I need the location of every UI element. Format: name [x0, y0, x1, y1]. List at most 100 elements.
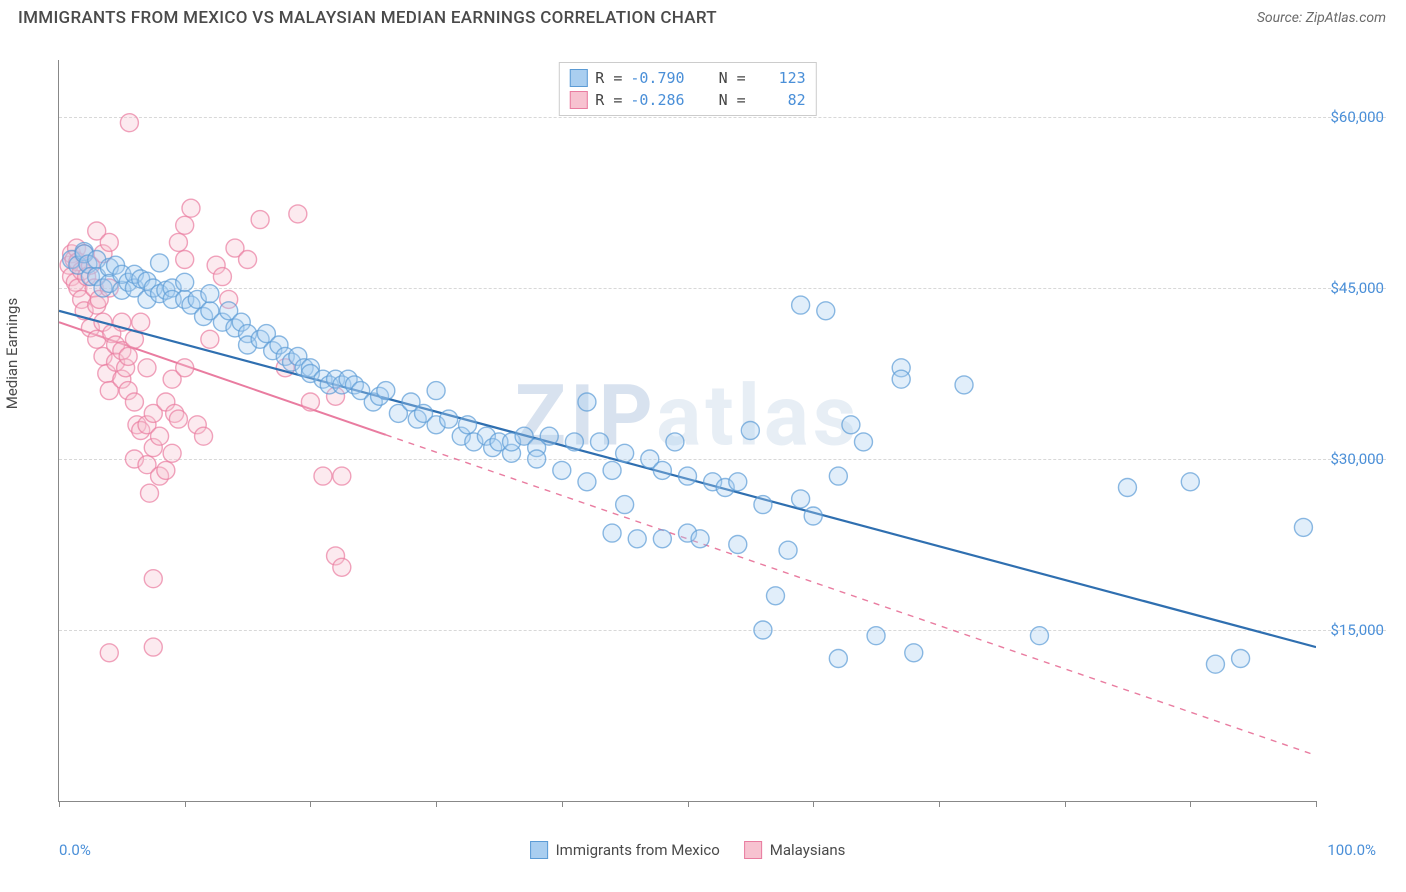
stat-r-value: -0.790	[630, 67, 684, 89]
x-tick	[1190, 801, 1191, 807]
data-point	[163, 444, 181, 462]
data-point	[729, 473, 747, 491]
data-point	[892, 370, 910, 388]
data-point	[1232, 650, 1250, 668]
data-point	[182, 199, 200, 217]
x-tick	[939, 801, 940, 807]
data-point	[616, 444, 634, 462]
x-tick	[562, 801, 563, 807]
data-point	[1181, 473, 1199, 491]
data-point	[817, 302, 835, 320]
data-point	[251, 211, 269, 229]
data-point	[440, 410, 458, 428]
data-point	[377, 382, 395, 400]
legend-item: Immigrants from Mexico	[530, 841, 720, 859]
data-point	[176, 216, 194, 234]
y-tick-label: $60,000	[1320, 108, 1384, 126]
data-point	[653, 530, 671, 548]
data-point	[653, 461, 671, 479]
data-point	[120, 114, 138, 132]
data-point	[176, 251, 194, 269]
data-point	[157, 461, 175, 479]
y-tick-label: $30,000	[1320, 450, 1384, 468]
data-point	[754, 621, 772, 639]
data-point	[201, 330, 219, 348]
y-axis-label: Median Earnings	[3, 298, 21, 409]
data-point	[119, 347, 137, 365]
data-point	[132, 313, 150, 331]
data-point	[779, 541, 797, 559]
data-point	[741, 422, 759, 440]
x-tick	[185, 801, 186, 807]
data-point	[578, 393, 596, 411]
regression-line-dashed	[386, 435, 1316, 756]
data-point	[1294, 518, 1312, 536]
data-point	[616, 496, 634, 514]
legend-swatch	[530, 841, 548, 859]
data-point	[804, 507, 822, 525]
data-point	[867, 627, 885, 645]
y-tick-label: $45,000	[1320, 279, 1384, 297]
data-point	[169, 233, 187, 251]
data-point	[151, 427, 169, 445]
stat-swatch	[569, 91, 587, 109]
data-point	[144, 638, 162, 656]
stat-row: R =-0.286 N =82	[569, 89, 805, 111]
x-tick	[310, 801, 311, 807]
data-point	[1206, 655, 1224, 673]
data-point	[766, 587, 784, 605]
data-point	[754, 496, 772, 514]
data-point	[201, 285, 219, 303]
series-legend: Immigrants from MexicoMalaysians	[530, 841, 846, 859]
data-point	[213, 268, 231, 286]
data-point	[125, 393, 143, 411]
data-point	[100, 233, 118, 251]
data-point	[540, 427, 558, 445]
data-point	[603, 461, 621, 479]
data-point	[176, 273, 194, 291]
data-point	[792, 490, 810, 508]
data-point	[679, 467, 697, 485]
x-tick	[59, 801, 60, 807]
data-point	[195, 427, 213, 445]
data-point	[239, 251, 257, 269]
stat-n-label: N =	[719, 67, 746, 89]
x-tick	[688, 801, 689, 807]
data-point	[829, 650, 847, 668]
data-point	[1118, 479, 1136, 497]
stat-row: R =-0.790 N =123	[569, 67, 805, 89]
data-point	[829, 467, 847, 485]
data-point	[138, 359, 156, 377]
chart-svg	[59, 60, 1316, 801]
data-point	[842, 416, 860, 434]
data-point	[333, 558, 351, 576]
data-point	[691, 530, 709, 548]
data-point	[1030, 627, 1048, 645]
x-tick	[1065, 801, 1066, 807]
data-point	[553, 461, 571, 479]
stat-swatch	[569, 69, 587, 87]
data-point	[565, 433, 583, 451]
data-point	[603, 524, 621, 542]
stat-n-value: 82	[754, 89, 806, 111]
stat-n-value: 123	[754, 67, 806, 89]
data-point	[905, 644, 923, 662]
legend-label: Immigrants from Mexico	[556, 841, 720, 859]
data-point	[289, 205, 307, 223]
data-point	[459, 416, 477, 434]
data-point	[666, 433, 684, 451]
plot-area: R =-0.790 N =123R =-0.286 N =82 ZIPatlas…	[58, 60, 1316, 802]
data-point	[144, 570, 162, 588]
legend-swatch	[744, 841, 762, 859]
correlation-legend: R =-0.790 N =123R =-0.286 N =82	[558, 62, 816, 116]
data-point	[100, 644, 118, 662]
x-tick	[1316, 801, 1317, 807]
data-point	[169, 410, 187, 428]
data-point	[427, 382, 445, 400]
data-point	[854, 433, 872, 451]
y-tick-label: $15,000	[1320, 621, 1384, 639]
chart-container: Median Earnings R =-0.790 N =123R =-0.28…	[18, 40, 1386, 872]
x-axis-min-label: 0.0%	[59, 841, 91, 859]
data-point	[955, 376, 973, 394]
stat-n-label: N =	[719, 89, 746, 111]
